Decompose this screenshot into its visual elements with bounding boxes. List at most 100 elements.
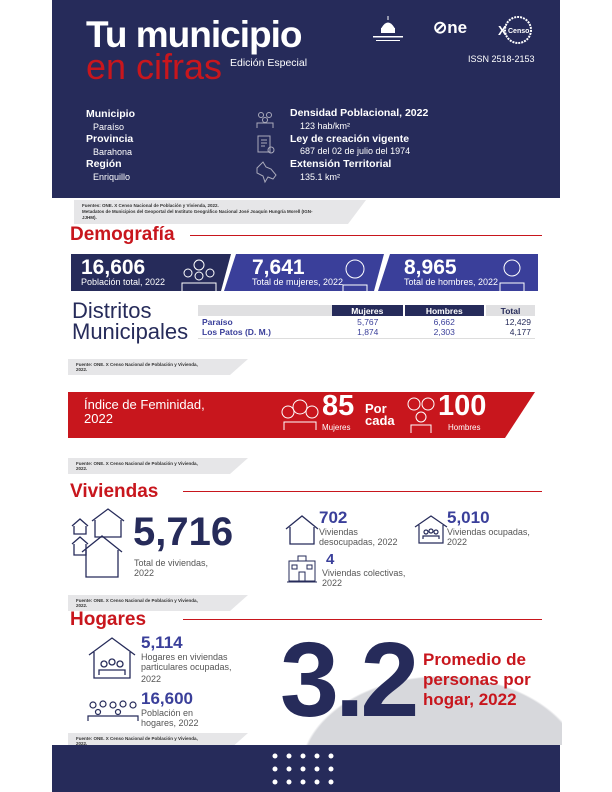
por-cada: Por cada: [365, 401, 395, 428]
demografia-source: Fuente: ONE. X Censo Nacional de Poblaci…: [68, 359, 248, 375]
colectivas-value: 4: [326, 551, 335, 568]
label-line: desocupadas, 2022: [319, 537, 398, 547]
distritos-table: Mujeres Hombres Total Paraíso 5,767 6,662 12,…: [198, 305, 535, 339]
svg-text:Censo: Censo: [508, 28, 529, 35]
col-mujeres: Mujeres: [332, 305, 405, 316]
stat-value: 16,606: [81, 256, 146, 279]
extension-value: 135.1 km²: [300, 171, 341, 182]
stat-value: 7,641: [252, 256, 305, 279]
label-line: Viviendas ocupadas,: [447, 527, 530, 537]
table-header: Mujeres Hombres Total: [198, 305, 535, 316]
edition-label: Edición Especial: [230, 57, 308, 69]
desocupadas-label: Viviendas desocupadas, 2022: [319, 527, 398, 547]
row-mujeres: 1,874: [357, 327, 379, 338]
population-icon: [87, 700, 139, 722]
document-icon: [256, 134, 276, 156]
stat-hombres: 8,965 Total de hombres, 2022: [378, 254, 538, 291]
man-icon: [498, 257, 526, 291]
family-icon: [179, 258, 219, 291]
table-row: Paraíso 5,767 6,662 12,429: [198, 316, 535, 327]
label-line: hogar, 2022: [423, 690, 517, 709]
one-logo: ⊘ne: [433, 18, 468, 37]
men-value: 100: [438, 390, 487, 422]
colectivas-label: Viviendas colectivas, 2022: [322, 568, 405, 588]
occupied-house-icon: [414, 515, 448, 545]
col-total: Total: [485, 305, 535, 316]
svg-text:X: X: [498, 23, 507, 38]
ley-value: 687 del 02 de julio del 1974: [300, 146, 411, 157]
table-row: Los Patos (D. M.) 1,874 2,303 4,177: [198, 327, 535, 338]
distritos-line2: Municipales: [72, 319, 189, 344]
divider: [183, 491, 542, 492]
viviendas-heading: Viviendas: [70, 481, 159, 502]
houses-icon: [70, 508, 132, 578]
distritos-line1: Distritos: [72, 298, 152, 323]
people-icon: [255, 110, 275, 130]
region-label: Región: [86, 158, 122, 170]
feminidad-line2: 2022: [84, 411, 113, 426]
provincia-label: Provincia: [86, 133, 134, 145]
label-line: Hogares en viviendas: [141, 652, 228, 662]
feminidad-source: Fuente: ONE. X Censo Nacional de Poblaci…: [68, 458, 248, 474]
provincia-value: Barahona: [93, 146, 133, 157]
extension-label: Extensión Territorial: [290, 158, 392, 171]
women-value: 85: [322, 390, 355, 422]
poblacion-value: 16,600: [141, 689, 193, 708]
title-line1: Tu municipio: [86, 14, 302, 55]
densidad-label: Densidad Poblacional, 2022: [290, 107, 429, 119]
dots-pattern: [272, 753, 334, 785]
divider: [190, 235, 542, 236]
title-line2: en cifras: [86, 46, 223, 87]
map-icon: [255, 160, 279, 184]
por-label: Por: [365, 401, 387, 416]
stat-label: Población total, 2022: [81, 277, 166, 287]
empty-house-icon: [285, 515, 319, 545]
footer-banner: [52, 745, 560, 792]
row-name: Paraíso: [202, 316, 233, 327]
promedio-label: Promedio de personas por hogar, 2022: [423, 650, 531, 710]
row-total: 4,177: [509, 327, 531, 338]
row-mujeres: 5,767: [357, 316, 379, 327]
municipio-facts: Densidad Poblacional, 2022 123 hab/km² L…: [290, 107, 428, 184]
hogares-value: 5,114: [141, 633, 183, 652]
feminidad-line1: Índice de Feminidad,: [84, 397, 205, 412]
row-name: Los Patos (D. M.): [202, 327, 271, 338]
label-line: Viviendas colectivas,: [322, 568, 406, 578]
desocupadas-value: 702: [319, 508, 348, 527]
crowd-silhouette: [262, 650, 562, 745]
demografia-heading: Demografía: [70, 224, 175, 245]
source-line1: Fuentes: ONE. X Censo Nacional de Poblac…: [82, 203, 219, 208]
promedio-value: 3.2: [280, 621, 419, 739]
men-label: Hombres: [448, 423, 481, 432]
stat-mujeres: 7,641 Total de mujeres, 2022: [224, 254, 384, 291]
location-info: Municipio Paraíso Provincia Barahona Reg…: [86, 108, 135, 183]
poblacion-label: Población en hogares, 2022: [141, 708, 199, 728]
header-banner: [52, 0, 560, 198]
viviendas-total-label: Total de viviendas, 2022: [134, 558, 208, 578]
cada-label: cada: [365, 413, 395, 428]
viviendas-total-value: 5,716: [133, 510, 234, 554]
women-group-icon: [280, 398, 320, 432]
distritos-title: Distritos Municipales: [72, 298, 189, 344]
label-line: Promedio de: [423, 650, 526, 669]
men-group-icon: [404, 396, 438, 434]
municipio-value: Paraíso: [93, 121, 125, 132]
label-line: personas por: [423, 670, 531, 689]
women-label: Mujeres: [322, 423, 351, 432]
label-line: Total de viviendas,: [134, 558, 209, 568]
hogares-heading: Hogares: [70, 609, 147, 630]
row-total: 12,429: [505, 316, 531, 327]
header-source: Fuentes: ONE. X Censo Nacional de Poblac…: [74, 200, 366, 224]
divider: [183, 619, 542, 620]
densidad-value: 123 hab/km²: [300, 120, 351, 131]
municipio-label: Municipio: [86, 108, 135, 120]
ministry-logo: [368, 14, 408, 46]
stat-value: 8,965: [404, 256, 457, 279]
household-icon: [88, 637, 136, 679]
label-line: particulares ocupadas,: [141, 662, 232, 672]
collective-building-icon: [287, 555, 317, 583]
label-line: 2022: [322, 578, 343, 588]
issn: ISSN 2518-2153: [468, 54, 535, 64]
row-hombres: 6,662: [433, 316, 455, 327]
label-line: 2022: [141, 674, 162, 684]
